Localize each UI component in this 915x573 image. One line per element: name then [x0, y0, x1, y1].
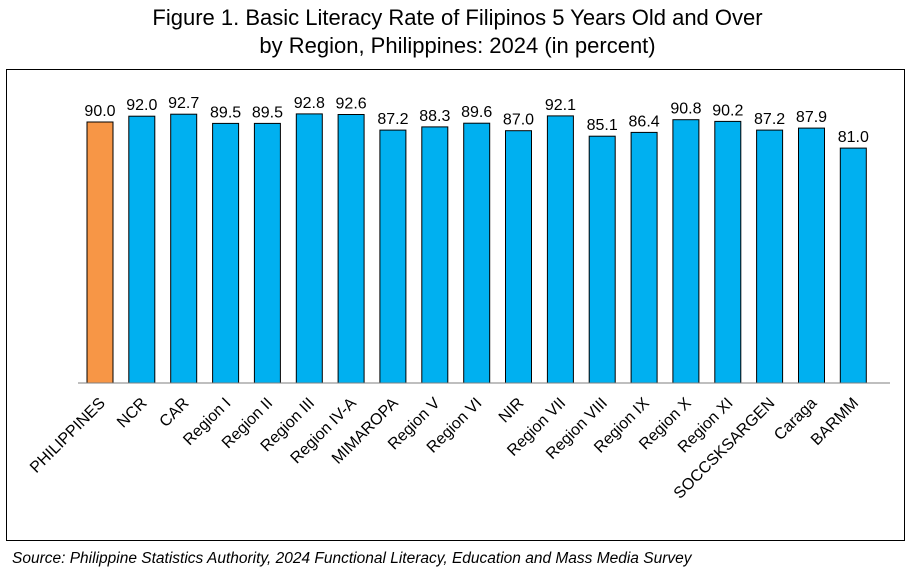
- data-label: 87.2: [377, 111, 408, 128]
- data-label: 92.1: [545, 97, 576, 114]
- bar-region-viii: [588, 135, 616, 384]
- source-note: Source: Philippine Statistics Authority,…: [12, 550, 692, 567]
- bar-region-i: [212, 122, 240, 384]
- data-label: 81.0: [838, 129, 869, 146]
- chart-title-line-1: Figure 1. Basic Literacy Rate of Filipin…: [152, 5, 763, 30]
- chart-frame: 90.0 PHILIPPINES 92.0 NCR 92.7 CAR 89.5 Region …: [6, 69, 905, 541]
- bar-ncr: [128, 115, 156, 384]
- x-tick-label: NIR: [496, 395, 528, 427]
- data-label: 86.4: [629, 113, 660, 130]
- data-label: 88.3: [419, 108, 450, 125]
- bar-mimaropa: [379, 129, 407, 384]
- data-label: 87.2: [754, 111, 785, 128]
- x-tick-label: PHILIPPINES: [27, 395, 109, 477]
- bar-region-vii: [546, 115, 574, 384]
- bar-region-v: [421, 126, 449, 384]
- bar-soccsksargen: [756, 129, 784, 384]
- bar-nir: [505, 130, 532, 384]
- bar-chart: 90.0PHILIPPINES92.0NCR92.7CAR89.5Region …: [27, 95, 890, 502]
- bar-caraga: [798, 127, 825, 384]
- data-label: 90.2: [712, 102, 743, 119]
- data-label: 89.5: [252, 104, 283, 121]
- data-label: 92.6: [336, 96, 367, 113]
- data-label: 92.7: [168, 95, 199, 112]
- data-label: 89.6: [461, 104, 492, 121]
- bar-barmm: [839, 147, 867, 384]
- bar-region-x: [672, 119, 700, 384]
- chart-title: Figure 1. Basic Literacy Rate of Filipin…: [0, 4, 915, 60]
- data-label: 90.0: [84, 103, 115, 120]
- data-label: 89.5: [210, 104, 241, 121]
- chart-title-line-2: by Region, Philippines: 2024 (in percent…: [259, 33, 656, 58]
- data-label: 87.9: [796, 109, 827, 126]
- data-label: 85.1: [587, 117, 618, 134]
- bar-region-iv-a: [337, 114, 365, 384]
- bar-philippines: [86, 121, 114, 384]
- data-label: 87.0: [503, 112, 534, 129]
- data-label: 92.0: [126, 97, 157, 114]
- bar-car: [170, 113, 198, 384]
- bar-region-xi: [714, 120, 742, 384]
- bar-region-vi: [463, 122, 491, 384]
- bar-region-ii: [253, 122, 281, 384]
- x-tick-label: CAR: [157, 395, 193, 431]
- bar-region-ix: [630, 131, 658, 384]
- bar-region-iii: [295, 113, 323, 384]
- data-label: 90.8: [670, 101, 701, 118]
- data-label: 92.8: [294, 95, 325, 112]
- x-tick-label: NCR: [114, 395, 151, 432]
